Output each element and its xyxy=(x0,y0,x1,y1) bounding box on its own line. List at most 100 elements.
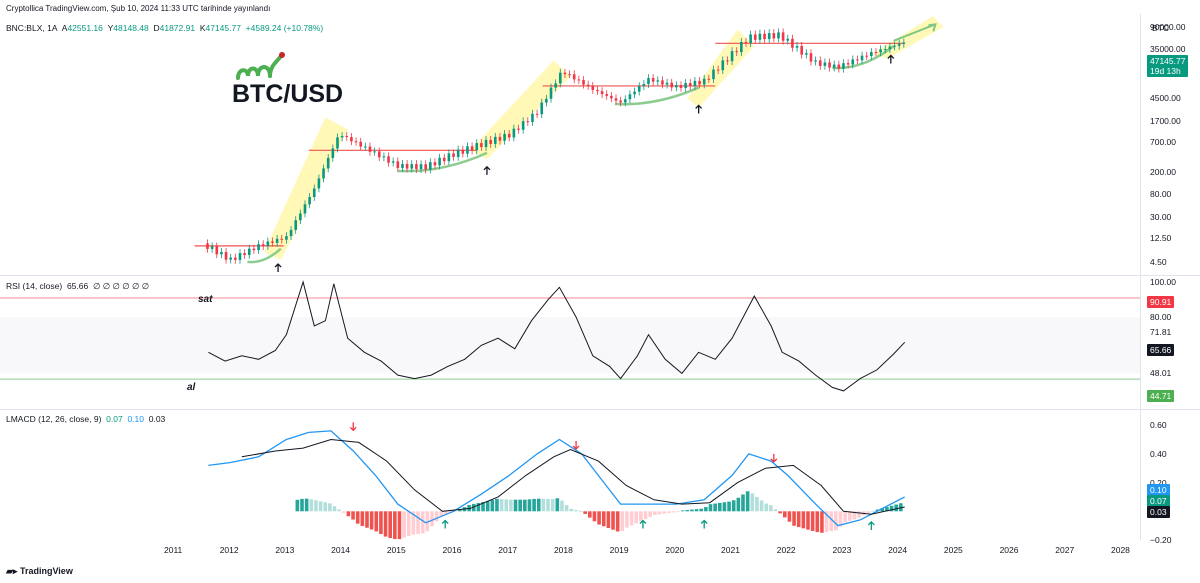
rsi-legend[interactable]: RSI (14, close) 65.66 ∅ ∅ ∅ ∅ ∅ ∅ xyxy=(6,281,149,292)
candle-body xyxy=(271,241,274,243)
histogram-bar xyxy=(546,498,550,512)
candle-body xyxy=(684,83,687,88)
lmacd-legend[interactable]: LMACD (12, 26, close, 9) 0.07 0.10 0.03 xyxy=(6,414,165,424)
candle-body xyxy=(531,113,534,123)
lmacd-signal-value: 0.03 xyxy=(148,414,166,424)
signal-line xyxy=(241,438,905,515)
histogram-bar xyxy=(471,503,476,512)
time-axis-label-2011: 2011 xyxy=(164,545,183,555)
low-value: 41872.91 xyxy=(159,23,196,33)
histogram-bar xyxy=(411,511,416,535)
histogram-bar xyxy=(583,511,587,514)
histogram-bar xyxy=(834,511,838,531)
trend-highlight-2 xyxy=(687,29,755,108)
candle-body xyxy=(698,80,701,85)
histogram-bar xyxy=(708,504,713,512)
candle-body xyxy=(749,34,752,44)
candle-body xyxy=(512,128,516,138)
candle-body xyxy=(614,98,618,101)
histogram-bar xyxy=(820,511,824,533)
histogram-bar xyxy=(727,501,731,512)
time-axis-label-2014: 2014 xyxy=(331,545,351,555)
histogram-bar xyxy=(615,511,620,532)
close-value: 47145.77 xyxy=(205,23,241,33)
lmacd-hist-value: 0.07 xyxy=(106,414,123,424)
time-axis-label-2025: 2025 xyxy=(943,545,963,555)
accumulation-curve-2 xyxy=(615,86,700,106)
candle-body xyxy=(554,83,557,88)
price-axis-label: 1700.00 xyxy=(1150,116,1181,127)
time-axis-label-2018: 2018 xyxy=(553,545,573,555)
histogram-bar xyxy=(880,508,885,512)
candle-body xyxy=(373,151,376,153)
candle-body xyxy=(712,69,715,80)
candle-body xyxy=(897,43,901,46)
candle-body xyxy=(391,161,395,163)
candle-body xyxy=(582,80,585,85)
histogram-bar xyxy=(731,500,736,512)
histogram-bar xyxy=(341,511,346,513)
histogram-bar xyxy=(383,511,388,537)
histogram-bar xyxy=(476,503,481,512)
candle-body xyxy=(637,86,641,92)
candle-body xyxy=(568,74,571,76)
candle-body xyxy=(359,141,362,147)
time-axis-label-2028: 2028 xyxy=(1111,545,1130,555)
al-label: al xyxy=(187,382,196,393)
candle-body xyxy=(865,55,868,57)
sell-arrow-icon xyxy=(349,422,357,432)
histogram-bar xyxy=(666,511,671,514)
candle-body xyxy=(661,80,664,85)
candle-body xyxy=(758,33,762,40)
histogram-bar xyxy=(374,511,379,532)
candle-body xyxy=(600,91,604,95)
candle-body xyxy=(266,241,270,247)
histogram-bar xyxy=(527,499,532,512)
histogram-bar xyxy=(745,491,750,512)
projection-arrow-icon xyxy=(893,23,936,42)
pane-divider-rsi[interactable] xyxy=(0,275,1200,276)
candle-body xyxy=(642,84,646,87)
histogram-bar xyxy=(629,511,634,526)
candle-body xyxy=(814,60,817,62)
histogram-bar xyxy=(773,509,778,512)
candle-body xyxy=(870,52,873,57)
histogram-bar xyxy=(750,493,755,512)
histogram-bar xyxy=(504,499,509,512)
open-value: 42551.16 xyxy=(67,23,103,33)
price-axis-label: 200.00 xyxy=(1150,167,1176,178)
rsi-band-background xyxy=(0,317,1140,374)
lmacd-axis-label: 0.40 xyxy=(1150,448,1167,459)
candle-body xyxy=(772,33,776,39)
tradingview-branding[interactable]: ▰▸ TradingView xyxy=(6,566,73,576)
change-value: +4589.24 (+10.78%) xyxy=(245,23,324,33)
candle-body xyxy=(837,64,841,69)
histogram-bar xyxy=(806,511,810,530)
candle-body xyxy=(345,136,349,138)
pane-divider-lmacd[interactable] xyxy=(0,409,1200,410)
lmacd-macd-value: 0.10 xyxy=(127,414,144,424)
histogram-bar xyxy=(416,511,420,534)
candle-body xyxy=(461,149,465,154)
symbol-header[interactable]: BNC:BLX, 1A A42551.16 Y48148.48 D41872.9… xyxy=(6,23,324,33)
candle-body xyxy=(419,164,423,170)
histogram-bar xyxy=(713,503,717,512)
price-axis-label: 30.00 xyxy=(1150,212,1172,223)
histogram-bar xyxy=(555,498,560,512)
candle-body xyxy=(628,94,632,100)
candle-body xyxy=(610,95,613,99)
histogram-bar xyxy=(499,498,504,512)
currency-label: BTC xyxy=(1152,23,1169,33)
candle-body xyxy=(791,38,794,48)
histogram-bar xyxy=(420,511,425,534)
histogram-bar xyxy=(639,511,643,522)
candle-body xyxy=(753,34,757,40)
histogram-bar xyxy=(885,507,889,512)
histogram-bar xyxy=(532,498,536,512)
histogram-bar xyxy=(643,511,648,520)
histogram-bar xyxy=(755,496,759,512)
candle-body xyxy=(234,257,237,260)
histogram-bar xyxy=(657,511,662,515)
histogram-bar xyxy=(717,502,722,512)
